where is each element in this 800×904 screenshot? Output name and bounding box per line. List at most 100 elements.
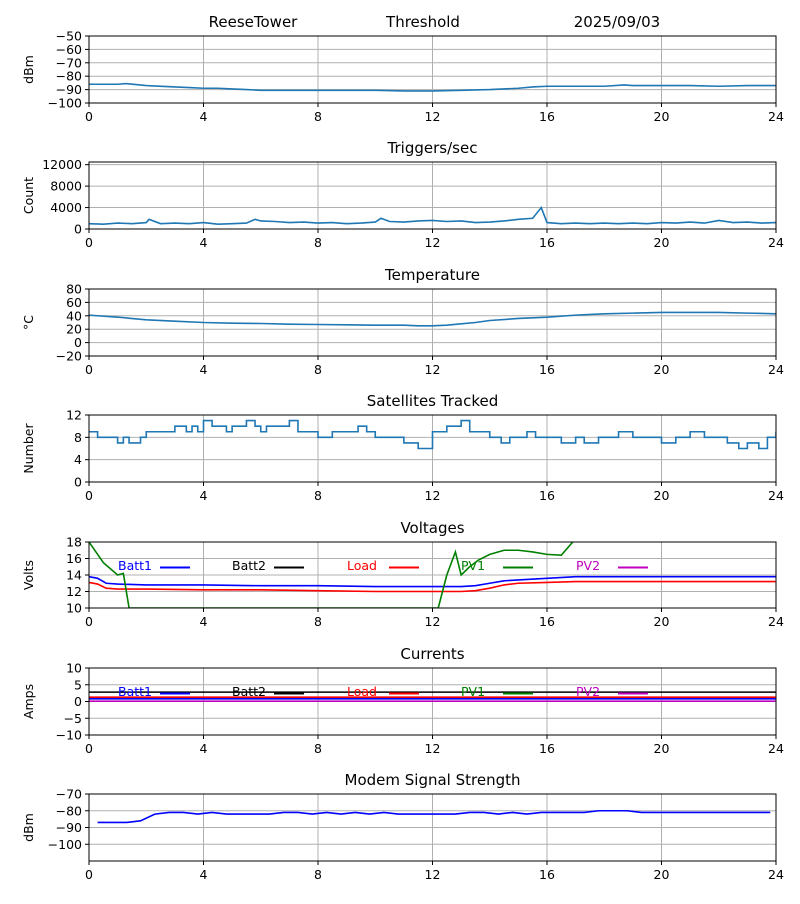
x-tick-label: 8 bbox=[314, 488, 322, 503]
y-tick-label: −100 bbox=[48, 837, 82, 852]
y-tick-label: −70 bbox=[56, 55, 82, 70]
series-line-main bbox=[89, 82, 776, 92]
x-tick-label: 0 bbox=[85, 867, 93, 882]
x-tick-label: 12 bbox=[425, 235, 441, 250]
x-tick-label: 20 bbox=[654, 614, 670, 629]
y-tick-label: −90 bbox=[56, 820, 82, 835]
series-line-batt1 bbox=[89, 575, 776, 588]
x-tick-label: 12 bbox=[425, 867, 441, 882]
x-tick-label: 4 bbox=[200, 109, 208, 124]
x-tick-label: 0 bbox=[85, 235, 93, 250]
x-tick-label: 16 bbox=[539, 109, 555, 124]
chart-title: Triggers/sec bbox=[387, 139, 478, 157]
legend-label-pv1: PV1 bbox=[461, 558, 485, 573]
y-tick-label: 60 bbox=[66, 295, 82, 310]
x-tick-label: 8 bbox=[314, 362, 322, 377]
y-tick-label: −100 bbox=[48, 96, 82, 111]
x-tick-label: 8 bbox=[314, 614, 322, 629]
y-axis-label: Amps bbox=[21, 684, 36, 719]
y-tick-label: 0 bbox=[74, 475, 82, 490]
x-tick-label: 16 bbox=[539, 741, 555, 756]
legend-label-pv1: PV1 bbox=[461, 684, 485, 699]
y-axis-label: dBm bbox=[21, 55, 36, 84]
y-axis-label: °C bbox=[21, 315, 36, 330]
x-tick-label: 16 bbox=[539, 235, 555, 250]
y-tick-label: 4000 bbox=[50, 200, 82, 215]
y-tick-label: 0 bbox=[74, 694, 82, 709]
chart-panel-1: 0 4 8 12 16 20 24 0 4000 8000 12000 Triggers/sec Cou… bbox=[21, 139, 784, 250]
y-tick-label: −50 bbox=[56, 29, 82, 44]
y-tick-label: −90 bbox=[56, 82, 82, 97]
y-tick-label: 10 bbox=[66, 661, 82, 676]
y-tick-label: 12 bbox=[66, 584, 82, 599]
y-tick-label: 20 bbox=[66, 322, 82, 337]
chart-title: Modem Signal Strength bbox=[345, 771, 521, 789]
x-tick-label: 24 bbox=[768, 109, 784, 124]
chart-title: Satellites Tracked bbox=[367, 392, 498, 410]
x-tick-label: 24 bbox=[768, 741, 784, 756]
legend-label-batt1: Batt1 bbox=[118, 558, 152, 573]
y-tick-label: −5 bbox=[64, 711, 82, 726]
x-tick-label: 8 bbox=[314, 235, 322, 250]
y-tick-label: −60 bbox=[56, 42, 82, 57]
y-tick-label: 8000 bbox=[50, 179, 82, 194]
legend-label-batt2: Batt2 bbox=[232, 684, 266, 699]
x-tick-label: 8 bbox=[314, 109, 322, 124]
x-tick-label: 16 bbox=[539, 362, 555, 377]
series-line-pv1 bbox=[89, 542, 574, 608]
x-tick-label: 24 bbox=[768, 488, 784, 503]
legend-label-pv2: PV2 bbox=[576, 558, 600, 573]
legend-label-batt2: Batt2 bbox=[232, 558, 266, 573]
series-line-load bbox=[89, 580, 776, 593]
chart-panel-0: 0 4 8 12 16 20 24 −50−60−70−80−90−100 dBm bbox=[21, 29, 784, 125]
legend-label-batt1: Batt1 bbox=[118, 684, 152, 699]
y-tick-label: 8 bbox=[74, 430, 82, 445]
y-tick-label: 5 bbox=[74, 677, 82, 692]
chart-panel-3: 0 4 8 12 16 20 24 0 4 8 12 Satellites Tracked Number bbox=[21, 392, 784, 503]
x-tick-label: 12 bbox=[425, 488, 441, 503]
x-tick-label: 20 bbox=[654, 741, 670, 756]
x-tick-label: 12 bbox=[425, 109, 441, 124]
chart-panel-6: 0 4 8 12 16 20 24 −70−80 −90 −100 Modem Signal Str… bbox=[21, 771, 784, 882]
x-tick-label: 16 bbox=[539, 867, 555, 882]
x-tick-label: 4 bbox=[200, 362, 208, 377]
legend-label-pv2: PV2 bbox=[576, 684, 600, 699]
x-tick-label: 12 bbox=[425, 741, 441, 756]
y-tick-label: 80 bbox=[66, 282, 82, 297]
x-tick-label: 0 bbox=[85, 362, 93, 377]
x-tick-label: 4 bbox=[200, 741, 208, 756]
y-axis-label: Volts bbox=[21, 560, 36, 590]
y-tick-label: 0 bbox=[74, 222, 82, 237]
x-tick-label: 20 bbox=[654, 867, 670, 882]
x-tick-label: 4 bbox=[200, 235, 208, 250]
y-axis-label: Number bbox=[21, 423, 36, 474]
x-tick-label: 20 bbox=[654, 488, 670, 503]
legend-label-load: Load bbox=[347, 558, 377, 573]
series-line-main bbox=[89, 311, 776, 327]
chart-title: Currents bbox=[400, 645, 464, 663]
chart-title: Temperature bbox=[384, 266, 480, 284]
x-tick-label: 8 bbox=[314, 741, 322, 756]
legend-label-load: Load bbox=[347, 684, 377, 699]
series-line-main bbox=[97, 809, 771, 824]
header-date: 2025/09/03 bbox=[574, 13, 660, 31]
y-tick-label: −10 bbox=[56, 728, 82, 743]
x-tick-label: 24 bbox=[768, 235, 784, 250]
x-tick-label: 12 bbox=[425, 362, 441, 377]
x-tick-label: 20 bbox=[654, 109, 670, 124]
x-tick-label: 8 bbox=[314, 867, 322, 882]
x-tick-label: 16 bbox=[539, 614, 555, 629]
y-tick-label: 18 bbox=[66, 535, 82, 550]
x-tick-label: 0 bbox=[85, 741, 93, 756]
y-tick-label: 16 bbox=[66, 551, 82, 566]
x-tick-label: 20 bbox=[654, 235, 670, 250]
y-tick-label: 4 bbox=[74, 452, 82, 467]
y-tick-label: −80 bbox=[56, 69, 82, 84]
y-tick-label: 14 bbox=[66, 568, 82, 583]
series-line-main bbox=[89, 419, 776, 450]
y-tick-label: 10 bbox=[66, 601, 82, 616]
